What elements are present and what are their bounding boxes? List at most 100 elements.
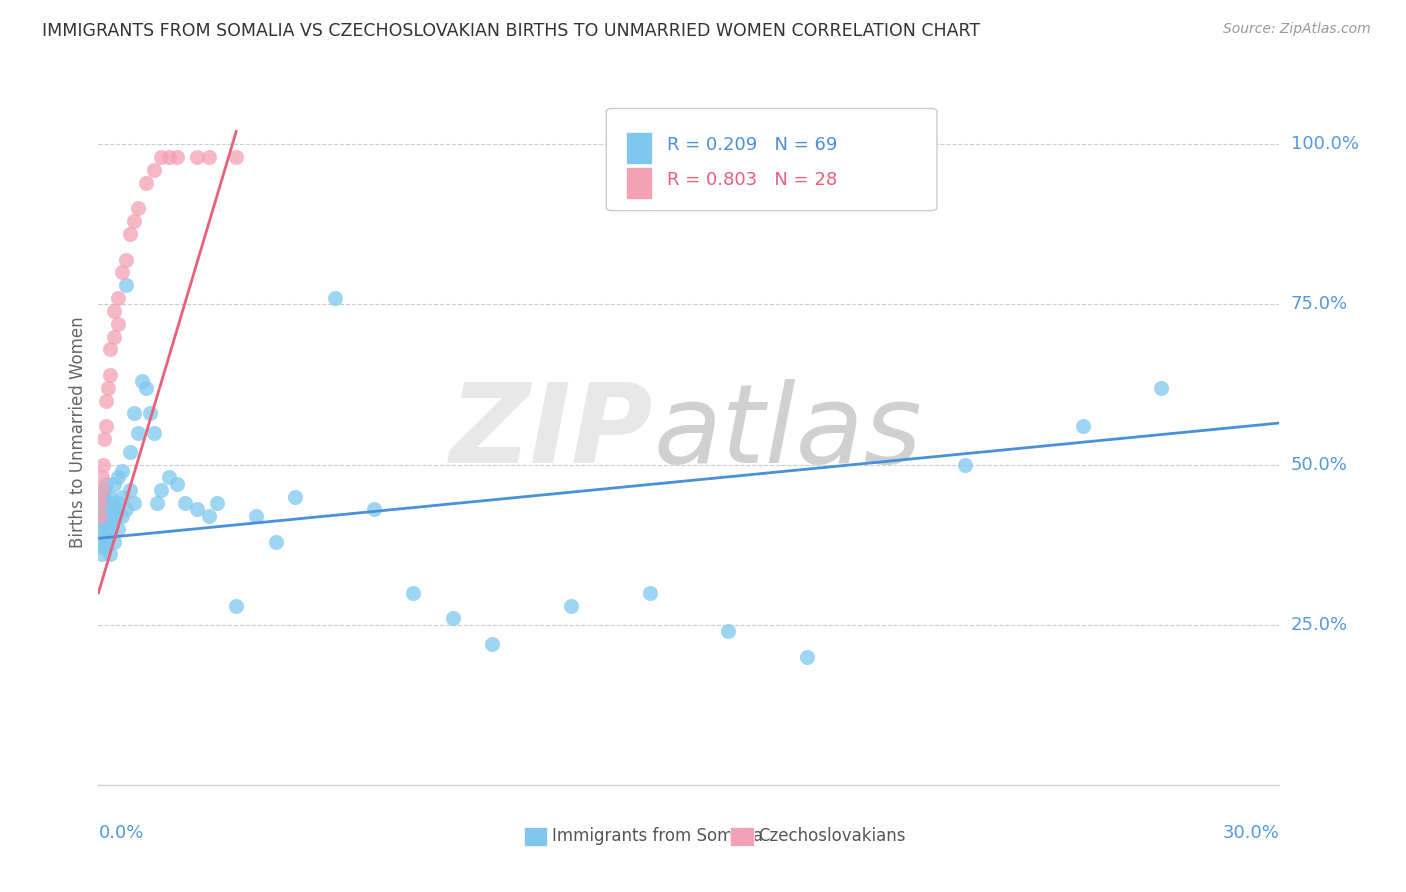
Point [90, 547, 112, 561]
Text: Source: ZipAtlas.com: Source: ZipAtlas.com [1223, 22, 1371, 37]
Point [186, 150, 208, 164]
Point [97, 502, 120, 516]
Point [98, 528, 121, 542]
Point [93, 483, 115, 498]
Point [103, 502, 125, 516]
Text: 75.0%: 75.0% [1291, 295, 1348, 313]
Point [135, 176, 157, 190]
Point [1150, 381, 1173, 395]
Point [107, 496, 129, 510]
Point [363, 502, 385, 516]
Point [135, 381, 157, 395]
Bar [523, 827, 547, 847]
Point [93, 541, 115, 555]
Point [107, 522, 129, 536]
Point [122, 496, 145, 510]
Point [118, 227, 141, 241]
Point [638, 586, 661, 600]
Point [96, 534, 118, 549]
Point [146, 496, 169, 510]
Point [103, 329, 125, 343]
Point [115, 278, 138, 293]
Text: 50.0%: 50.0% [1291, 456, 1347, 474]
FancyBboxPatch shape [606, 109, 936, 211]
Point [186, 502, 208, 516]
Point [111, 464, 134, 478]
Point [97, 381, 120, 395]
Bar [730, 827, 754, 847]
Point [264, 534, 287, 549]
Point [1071, 419, 1094, 434]
Point [245, 508, 267, 523]
Point [103, 476, 125, 491]
Point [560, 599, 582, 613]
Point [90, 508, 112, 523]
Point [142, 425, 165, 440]
Point [481, 637, 503, 651]
Point [98, 547, 121, 561]
Point [138, 406, 160, 420]
Point [166, 150, 188, 164]
Point [166, 476, 188, 491]
Point [111, 490, 134, 504]
Point [111, 508, 134, 523]
Text: IMMIGRANTS FROM SOMALIA VS CZECHOSLOVAKIAN BIRTHS TO UNMARRIED WOMEN CORRELATION: IMMIGRANTS FROM SOMALIA VS CZECHOSLOVAKI… [42, 22, 980, 40]
Point [96, 393, 118, 408]
Point [89, 522, 111, 536]
Point [90, 483, 112, 498]
Point [101, 516, 124, 530]
Point [115, 502, 138, 516]
Point [98, 490, 121, 504]
Point [96, 516, 118, 530]
Point [323, 291, 346, 305]
Point [89, 534, 111, 549]
Point [205, 496, 228, 510]
Point [150, 483, 173, 498]
Text: R = 0.803   N = 28: R = 0.803 N = 28 [666, 170, 837, 189]
Point [97, 522, 120, 536]
Point [91, 490, 114, 504]
Point [127, 202, 149, 216]
Point [197, 150, 219, 164]
Point [150, 150, 173, 164]
Point [96, 496, 118, 510]
Text: Immigrants from Somalia: Immigrants from Somalia [553, 828, 763, 846]
Point [107, 470, 129, 484]
Point [197, 508, 219, 523]
Point [131, 375, 153, 389]
Text: R = 0.209   N = 69: R = 0.209 N = 69 [666, 136, 837, 153]
Point [127, 425, 149, 440]
Point [93, 432, 115, 446]
Point [796, 649, 818, 664]
Point [107, 317, 129, 331]
Point [107, 291, 129, 305]
Point [105, 508, 128, 523]
Point [122, 406, 145, 420]
Text: Czechoslovakians: Czechoslovakians [759, 828, 905, 846]
Point [157, 470, 180, 484]
Point [441, 611, 464, 625]
Point [717, 624, 740, 639]
Point [225, 150, 247, 164]
Point [953, 458, 976, 472]
Point [157, 150, 180, 164]
Point [91, 528, 114, 542]
Text: 0.0%: 0.0% [98, 824, 143, 842]
Point [402, 586, 425, 600]
Point [96, 476, 118, 491]
Point [98, 343, 121, 357]
Point [93, 508, 115, 523]
Point [115, 252, 138, 267]
Y-axis label: Births to Unmarried Women: Births to Unmarried Women [69, 317, 87, 549]
Point [284, 490, 307, 504]
Point [111, 265, 134, 279]
Point [118, 483, 141, 498]
Point [101, 496, 124, 510]
Point [89, 496, 111, 510]
Text: ZIP: ZIP [450, 379, 654, 486]
Text: 30.0%: 30.0% [1223, 824, 1279, 842]
Point [142, 163, 165, 178]
Point [174, 496, 197, 510]
Point [89, 502, 111, 516]
Point [91, 458, 114, 472]
